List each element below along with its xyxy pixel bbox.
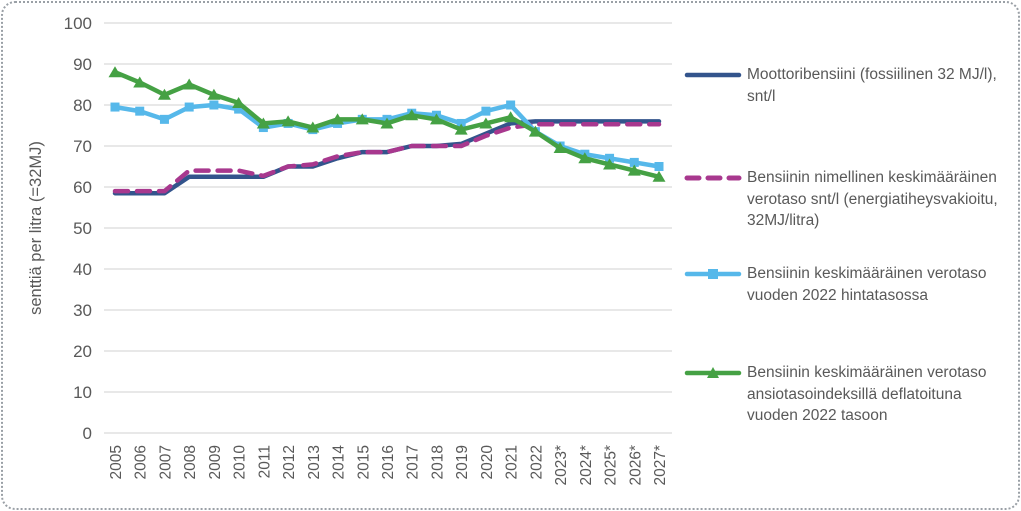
legend-dashed-line-swatch bbox=[684, 175, 742, 181]
x-axis-tick-label: 2026* bbox=[627, 445, 644, 486]
series-3-marker bbox=[232, 96, 246, 108]
x-axis-tick-label: 2022 bbox=[528, 445, 545, 479]
x-axis-tick-label: 2025* bbox=[603, 445, 620, 486]
series-2-marker bbox=[605, 153, 615, 163]
series-2-marker bbox=[159, 114, 169, 124]
series-1-line bbox=[112, 122, 662, 194]
series-3-marker bbox=[331, 113, 345, 125]
y-axis-tick-label: 0 bbox=[83, 424, 92, 443]
series-2-marker bbox=[234, 104, 244, 114]
series-3-marker bbox=[578, 152, 592, 164]
legend-label: Bensiinin keskimääräinen verotaso vuoden… bbox=[747, 265, 987, 304]
series-2-marker bbox=[654, 162, 664, 171]
legend-item: Bensiinin nimellinen keskimääräinen vero… bbox=[684, 167, 1009, 232]
y-axis-tick-label: 60 bbox=[73, 178, 92, 197]
series-2-marker bbox=[209, 100, 219, 110]
x-axis-tick-label: 2015 bbox=[355, 445, 372, 479]
y-axis-tick-label: 90 bbox=[73, 55, 92, 74]
legend-label: Moottoribensiini (fossiilinen 32 MJ/l), … bbox=[747, 66, 997, 105]
series-2-marker bbox=[456, 118, 466, 128]
legend: Moottoribensiini (fossiilinen 32 MJ/l), … bbox=[684, 0, 1016, 511]
series-2-marker bbox=[110, 102, 120, 112]
y-axis-tick-label: 50 bbox=[73, 219, 92, 238]
series-2-marker bbox=[184, 102, 194, 112]
x-axis-tick-label: 2017 bbox=[405, 445, 422, 479]
series-3-marker bbox=[355, 113, 369, 125]
x-axis-tick-label: 2007 bbox=[157, 445, 174, 479]
x-axis-tick-label: 2009 bbox=[207, 445, 224, 479]
x-axis-tick-label: 2005 bbox=[108, 445, 125, 479]
series-3-marker bbox=[603, 158, 617, 170]
series-3-marker bbox=[479, 117, 493, 129]
legend-item: Bensiinin keskimääräinen verotaso ansiot… bbox=[684, 362, 1009, 427]
x-axis-tick-label: 2018 bbox=[429, 445, 446, 479]
legend-solid-line-swatch bbox=[684, 72, 742, 78]
y-axis-tick-label: 80 bbox=[73, 96, 92, 115]
x-axis-tick-label: 2020 bbox=[479, 445, 496, 480]
y-axis-tick-label: 10 bbox=[73, 383, 92, 402]
series-3-marker bbox=[405, 109, 419, 121]
series-3-marker bbox=[627, 164, 641, 176]
series-3-marker bbox=[133, 76, 147, 88]
x-axis-tick-label: 2023* bbox=[553, 445, 570, 486]
series-3-marker bbox=[454, 123, 468, 135]
y-axis-title: senttiä per litra (=32MJ) bbox=[27, 141, 45, 315]
series-2-marker bbox=[481, 106, 491, 116]
legend-square-marker-swatch bbox=[684, 269, 742, 279]
series-3-marker bbox=[306, 121, 320, 133]
x-axis-tick-label: 2019 bbox=[454, 445, 471, 479]
series-3-marker bbox=[207, 88, 221, 100]
series-3-marker bbox=[504, 111, 518, 123]
x-axis-tick-label: 2021 bbox=[504, 445, 521, 479]
y-axis-tick-label: 40 bbox=[73, 260, 92, 279]
x-axis-tick-label: 2010 bbox=[232, 445, 249, 480]
x-axis-tick-label: 2024* bbox=[578, 445, 595, 486]
legend-label: Bensiinin nimellinen keskimääräinen vero… bbox=[747, 169, 998, 229]
x-axis-tick-label: 2027* bbox=[652, 445, 669, 486]
series-3-marker bbox=[528, 125, 542, 137]
y-axis-tick-label: 100 bbox=[64, 14, 92, 33]
legend-triangle-marker-swatch bbox=[684, 367, 742, 378]
series-3-marker bbox=[182, 78, 196, 90]
series-3-marker bbox=[157, 88, 171, 100]
series-3-marker bbox=[553, 142, 567, 154]
legend-label: Bensiinin keskimääräinen verotaso ansiot… bbox=[747, 364, 987, 424]
y-axis-tick-label: 70 bbox=[73, 137, 92, 156]
series-2-marker bbox=[629, 157, 639, 167]
x-axis-tick-label: 2012 bbox=[281, 445, 298, 479]
series-0-line bbox=[112, 119, 662, 196]
series-3-marker bbox=[281, 115, 295, 127]
legend-item: Moottoribensiini (fossiilinen 32 MJ/l), … bbox=[684, 64, 1009, 107]
series-2-marker bbox=[506, 100, 516, 110]
x-axis-tick-label: 2008 bbox=[182, 445, 199, 479]
x-axis-tick-label: 2013 bbox=[306, 445, 323, 479]
x-axis-tick-label: 2016 bbox=[380, 445, 397, 479]
y-axis-tick-label: 20 bbox=[73, 342, 92, 361]
x-axis-tick-label: 2006 bbox=[133, 445, 150, 479]
x-axis-tick-label: 2011 bbox=[256, 445, 273, 478]
legend-item: Bensiinin keskimääräinen verotaso vuoden… bbox=[684, 263, 1009, 306]
series-3-marker bbox=[652, 170, 666, 182]
series-3-marker bbox=[256, 117, 270, 129]
series-2-marker bbox=[135, 106, 145, 116]
series-3-marker bbox=[108, 66, 122, 78]
y-axis-tick-label: 30 bbox=[73, 301, 92, 320]
x-axis-tick-label: 2014 bbox=[331, 445, 348, 480]
series-3-marker bbox=[380, 117, 394, 129]
series-3-marker bbox=[429, 113, 443, 125]
